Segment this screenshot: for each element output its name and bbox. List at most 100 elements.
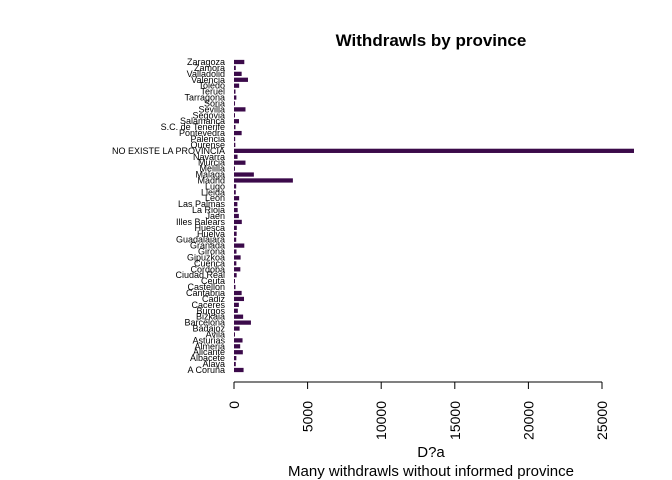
bar-leon bbox=[234, 196, 240, 201]
category-label: Asturias bbox=[192, 335, 225, 345]
category-label: Leon bbox=[205, 193, 225, 203]
bar-navarra bbox=[234, 154, 238, 159]
bar-soria bbox=[234, 101, 236, 106]
category-label: Avila bbox=[206, 329, 225, 339]
category-label: Girona bbox=[198, 247, 225, 257]
bar-malaga bbox=[234, 172, 254, 177]
bar-castellon bbox=[234, 284, 236, 290]
category-label: Illes Balears bbox=[176, 217, 226, 227]
category-label: Malaga bbox=[195, 170, 225, 180]
bar-ourense bbox=[234, 142, 236, 148]
category-label: Badajoz bbox=[192, 324, 225, 334]
category-label: Toledo bbox=[198, 81, 225, 91]
bar-huesca bbox=[234, 225, 237, 230]
x-tick-label: 20000 bbox=[520, 401, 536, 440]
bar-avila bbox=[234, 332, 235, 337]
category-label: Palencia bbox=[190, 134, 225, 144]
category-label: Murcia bbox=[198, 158, 225, 168]
category-label: Huesca bbox=[194, 223, 225, 233]
category-label: Bizkaia bbox=[196, 312, 225, 322]
bar-jaen bbox=[234, 213, 239, 219]
bar-cantabria bbox=[234, 290, 242, 296]
category-label: Teruel bbox=[200, 87, 225, 97]
bar-albacete bbox=[234, 356, 237, 361]
bar-ciudad-real bbox=[234, 273, 237, 278]
bar-cuenca bbox=[234, 261, 237, 266]
bar-a-coru-a bbox=[234, 367, 244, 373]
bar-teruel bbox=[234, 89, 236, 94]
category-label: Ciudad Real bbox=[175, 270, 225, 280]
category-label: Tarragona bbox=[184, 93, 225, 103]
x-axis-title: D?a bbox=[417, 444, 445, 461]
category-label: Soria bbox=[204, 98, 225, 108]
bar-girona bbox=[234, 249, 237, 254]
bar-tarragona bbox=[234, 95, 237, 100]
bar-almeria bbox=[234, 344, 241, 349]
bar-la-rioja bbox=[234, 207, 238, 213]
category-label: Madrid bbox=[197, 175, 225, 185]
chart-subtitle: Many withdrawls without informed provinc… bbox=[288, 463, 574, 480]
category-label: Valencia bbox=[191, 75, 225, 85]
bar-palencia bbox=[234, 136, 236, 142]
bar-zaragoza bbox=[234, 59, 245, 65]
x-tick-label: 15000 bbox=[447, 401, 463, 440]
category-label: Salamanca bbox=[180, 116, 225, 126]
x-tick-label: 5000 bbox=[300, 401, 316, 432]
category-label: La Rioja bbox=[192, 205, 225, 215]
bar-barcelona bbox=[234, 320, 251, 325]
category-label: NO EXISTE LA PROVINCIA bbox=[112, 146, 225, 156]
category-label: S.C. de Tenerife bbox=[161, 122, 225, 132]
bar-lleida bbox=[234, 190, 236, 195]
x-tick-label: 10000 bbox=[373, 401, 389, 440]
bar-pontevedra bbox=[234, 130, 242, 136]
bar-caceres bbox=[234, 302, 239, 307]
bar-murcia bbox=[234, 160, 246, 165]
bar-asturias bbox=[234, 338, 243, 343]
bar-gipuzkoa bbox=[234, 255, 241, 260]
category-label: Castellon bbox=[187, 282, 225, 292]
category-labels: A CoruñaAlavaAlbaceteAlicanteAlmeriaAstu… bbox=[112, 57, 226, 375]
bar-illes-balears bbox=[234, 219, 242, 225]
x-tick-label: 25000 bbox=[594, 401, 610, 440]
category-label: Zamora bbox=[194, 63, 225, 73]
bars-group bbox=[234, 59, 634, 373]
category-label: Segovia bbox=[192, 110, 225, 120]
category-label: Zaragoza bbox=[187, 57, 225, 67]
category-label: Jaen bbox=[205, 211, 225, 221]
bar-madrid bbox=[234, 178, 293, 183]
bar-salamanca bbox=[234, 119, 239, 124]
bar-las-palmas bbox=[234, 202, 238, 207]
category-label: Cordoba bbox=[190, 264, 225, 274]
bar-granada bbox=[234, 243, 245, 248]
bar-segovia bbox=[234, 113, 235, 118]
bar-toledo bbox=[234, 83, 240, 88]
category-label: Gipuzkoa bbox=[187, 252, 225, 262]
category-label: Cadiz bbox=[202, 294, 226, 304]
bar-huelva bbox=[234, 231, 237, 236]
category-label: Ceuta bbox=[201, 276, 225, 286]
category-label: Guadalajara bbox=[176, 235, 225, 245]
category-label: Alava bbox=[202, 359, 225, 369]
category-label: Almeria bbox=[194, 341, 225, 351]
category-label: Lleida bbox=[201, 187, 225, 197]
bar-valladolid bbox=[234, 71, 242, 76]
category-label: Granada bbox=[190, 241, 225, 251]
bar-badajoz bbox=[234, 326, 240, 331]
category-label: Valladolid bbox=[187, 69, 225, 79]
category-label: Lugo bbox=[205, 181, 225, 191]
category-label: Alicante bbox=[193, 347, 225, 357]
chart-title: Withdrawls by province bbox=[336, 31, 527, 50]
category-label: Huelva bbox=[197, 229, 225, 239]
category-label: Burgos bbox=[196, 306, 225, 316]
category-label: Albacete bbox=[190, 353, 225, 363]
category-label: Cantabria bbox=[186, 288, 225, 298]
category-label: Pontevedra bbox=[179, 128, 225, 138]
x-tick-label: 0 bbox=[226, 401, 242, 409]
category-label: Las Palmas bbox=[178, 199, 226, 209]
bar-alicante bbox=[234, 350, 243, 355]
bar-valencia bbox=[234, 77, 248, 82]
bar-cordoba bbox=[234, 267, 241, 272]
bar-zamora bbox=[234, 65, 236, 71]
category-label: Navarra bbox=[193, 152, 225, 162]
